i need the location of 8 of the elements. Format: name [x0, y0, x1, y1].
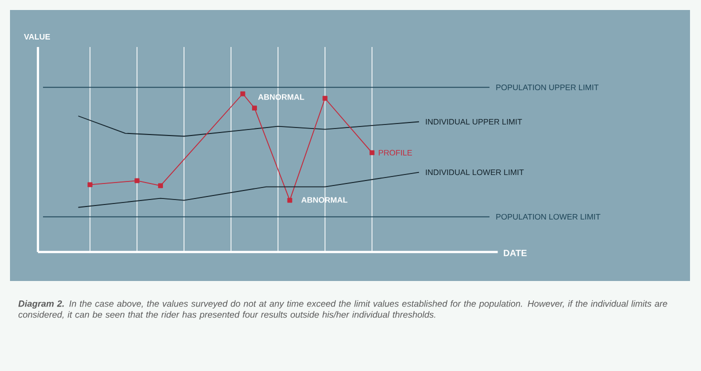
point	[158, 183, 163, 188]
text: Diagram 2. In the case above, the values surveyed do not at any time exceed the limit values established for the population. However, if the individual limits are considered, it can be seen that the rider has presented four results outside his/her individual thresholds.	[18, 300, 668, 320]
point	[88, 182, 92, 188]
point	[134, 178, 140, 184]
x-axis-title: DATE	[504, 250, 527, 256]
point	[322, 96, 328, 101]
point	[370, 150, 374, 156]
point	[252, 106, 257, 111]
